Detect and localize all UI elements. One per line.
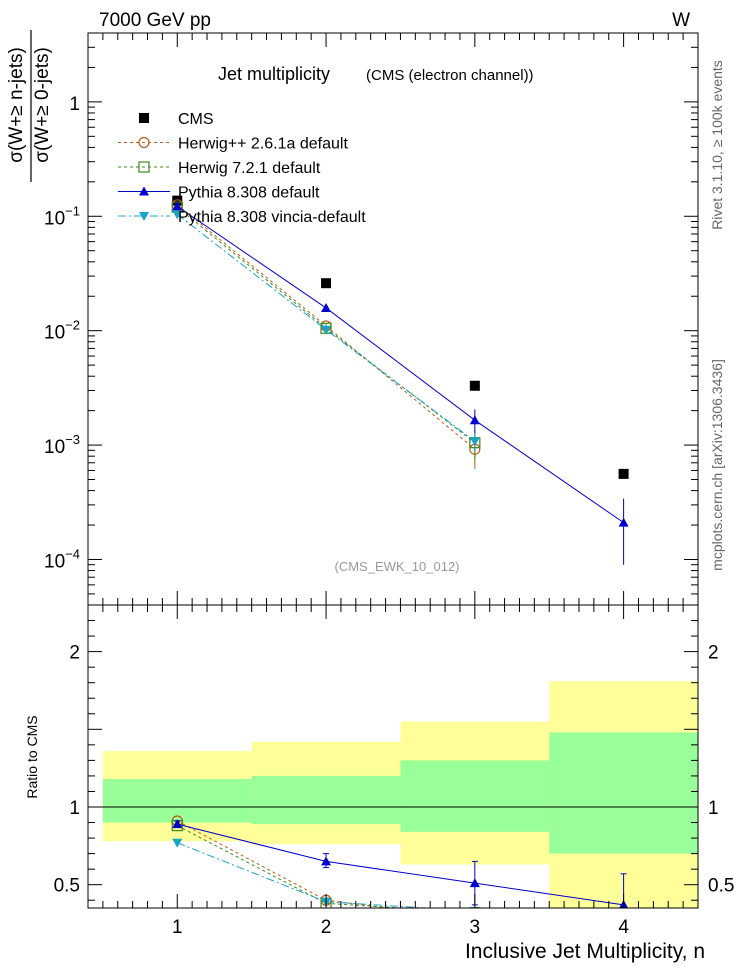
ratio-y-tick-label-left: 1 <box>69 798 80 819</box>
main-data-point <box>618 517 629 527</box>
main-y-tick-label: 10−2 <box>44 318 80 344</box>
legend: CMS Herwig++ 2.6.1a default Herwig 7.2.1 d… <box>118 111 366 226</box>
main-data-point <box>321 278 332 289</box>
ratio-stat-band-1 <box>102 779 252 823</box>
main-series <box>171 195 629 565</box>
ratio-bands <box>88 681 698 908</box>
ratio-series-3 <box>172 819 629 908</box>
legend-marker <box>139 186 149 196</box>
ratio-stat-band-2 <box>251 775 401 825</box>
axes: 1 10−1 10−2 10−3 10−4 1 2 3 4 0.5 0.5 1 1 2 2 <box>44 32 734 938</box>
ratio-ylabel: Ratio to CMS <box>24 715 40 798</box>
main-y-tick-label: 1 <box>69 94 80 115</box>
legend-label: Herwig 7.2.1 default <box>178 160 321 177</box>
chart-subtitle: (CMS (electron channel)) <box>366 67 534 84</box>
main-series-1 <box>172 195 629 479</box>
ratio-data-point <box>172 838 183 848</box>
legend-label: Pythia 8.308 vincia-default <box>178 209 366 226</box>
main-data-point <box>618 468 629 479</box>
chart-title: Jet multiplicity <box>218 64 330 84</box>
main-data-point <box>172 210 183 220</box>
main-data-point <box>172 195 183 206</box>
ratio-data-point <box>469 878 480 888</box>
main-series-5 <box>172 210 480 452</box>
ratio-y-tick-label-left: 0.5 <box>54 876 80 897</box>
main-y-tick-label: 10−4 <box>44 546 80 572</box>
main-series-line-4 <box>176 205 624 524</box>
main-data-point <box>172 201 183 211</box>
main-data-point <box>469 380 480 391</box>
legend-label: Pythia 8.308 default <box>178 185 320 202</box>
legend-entry: Herwig 7.2.1 default <box>118 160 321 177</box>
mcplots-label: mcplots.cern.ch [arXiv:1306.3436] <box>709 359 725 571</box>
main-ylabel-denominator: σ(W+≥ 0-jets) <box>32 47 53 163</box>
x-axis-label: Inclusive Jet Multiplicity, n <box>465 940 705 963</box>
x-tick-label: 4 <box>618 917 629 938</box>
ratio-y-tick-label-left: 2 <box>69 643 80 664</box>
legend-marker <box>139 212 149 221</box>
ratio-series-line-3 <box>177 823 624 906</box>
ratio-y-tick-label-right: 1 <box>708 798 719 819</box>
ratio-series-line-2 <box>177 825 409 908</box>
main-series-line-2 <box>176 204 476 450</box>
legend-marker <box>138 136 150 149</box>
energy-label: 7000 GeV pp <box>99 10 211 31</box>
legend-entry: Herwig++ 2.6.1a default <box>118 136 348 153</box>
main-data-point <box>469 415 480 425</box>
x-tick-label: 1 <box>172 917 183 938</box>
legend-marker <box>139 113 149 123</box>
x-tick-label: 2 <box>321 917 332 938</box>
legend-entry: Pythia 8.308 vincia-default <box>118 209 366 226</box>
x-tick-label: 3 <box>470 917 481 938</box>
legend-label: CMS <box>178 111 214 128</box>
main-y-tick-label: 10−1 <box>44 203 80 229</box>
legend-marker <box>138 161 150 173</box>
ratio-stat-band-4 <box>549 732 698 854</box>
main-data-point <box>321 325 332 335</box>
legend-entry: Pythia 8.308 default <box>118 185 320 202</box>
main-series-4 <box>172 201 629 565</box>
legend-entry: CMS <box>139 111 214 128</box>
main-data-point <box>469 437 480 447</box>
legend-label: Herwig++ 2.6.1a default <box>178 136 348 153</box>
analysis-tag: (CMS_EWK_10_012) <box>335 559 460 574</box>
process-label: W <box>672 10 690 31</box>
main-y-tick-label: 10−3 <box>44 432 80 458</box>
ratio-data-point <box>172 819 183 829</box>
ratio-y-tick-label-right: 0.5 <box>708 876 734 897</box>
ratio-data-point <box>321 856 332 866</box>
ratio-frame <box>87 604 699 909</box>
main-ylabel-numerator: σ(W+≥ n-jets) <box>6 47 27 163</box>
rivet-label: Rivet 3.1.10, ≥ 100k events <box>709 60 725 230</box>
ratio-stat-band-3 <box>400 760 550 832</box>
main-data-point <box>321 302 332 312</box>
ratio-y-tick-label-right: 2 <box>708 643 719 664</box>
main-ylabel: σ(W+≥ n-jets) σ(W+≥ 0-jets) <box>6 30 53 182</box>
